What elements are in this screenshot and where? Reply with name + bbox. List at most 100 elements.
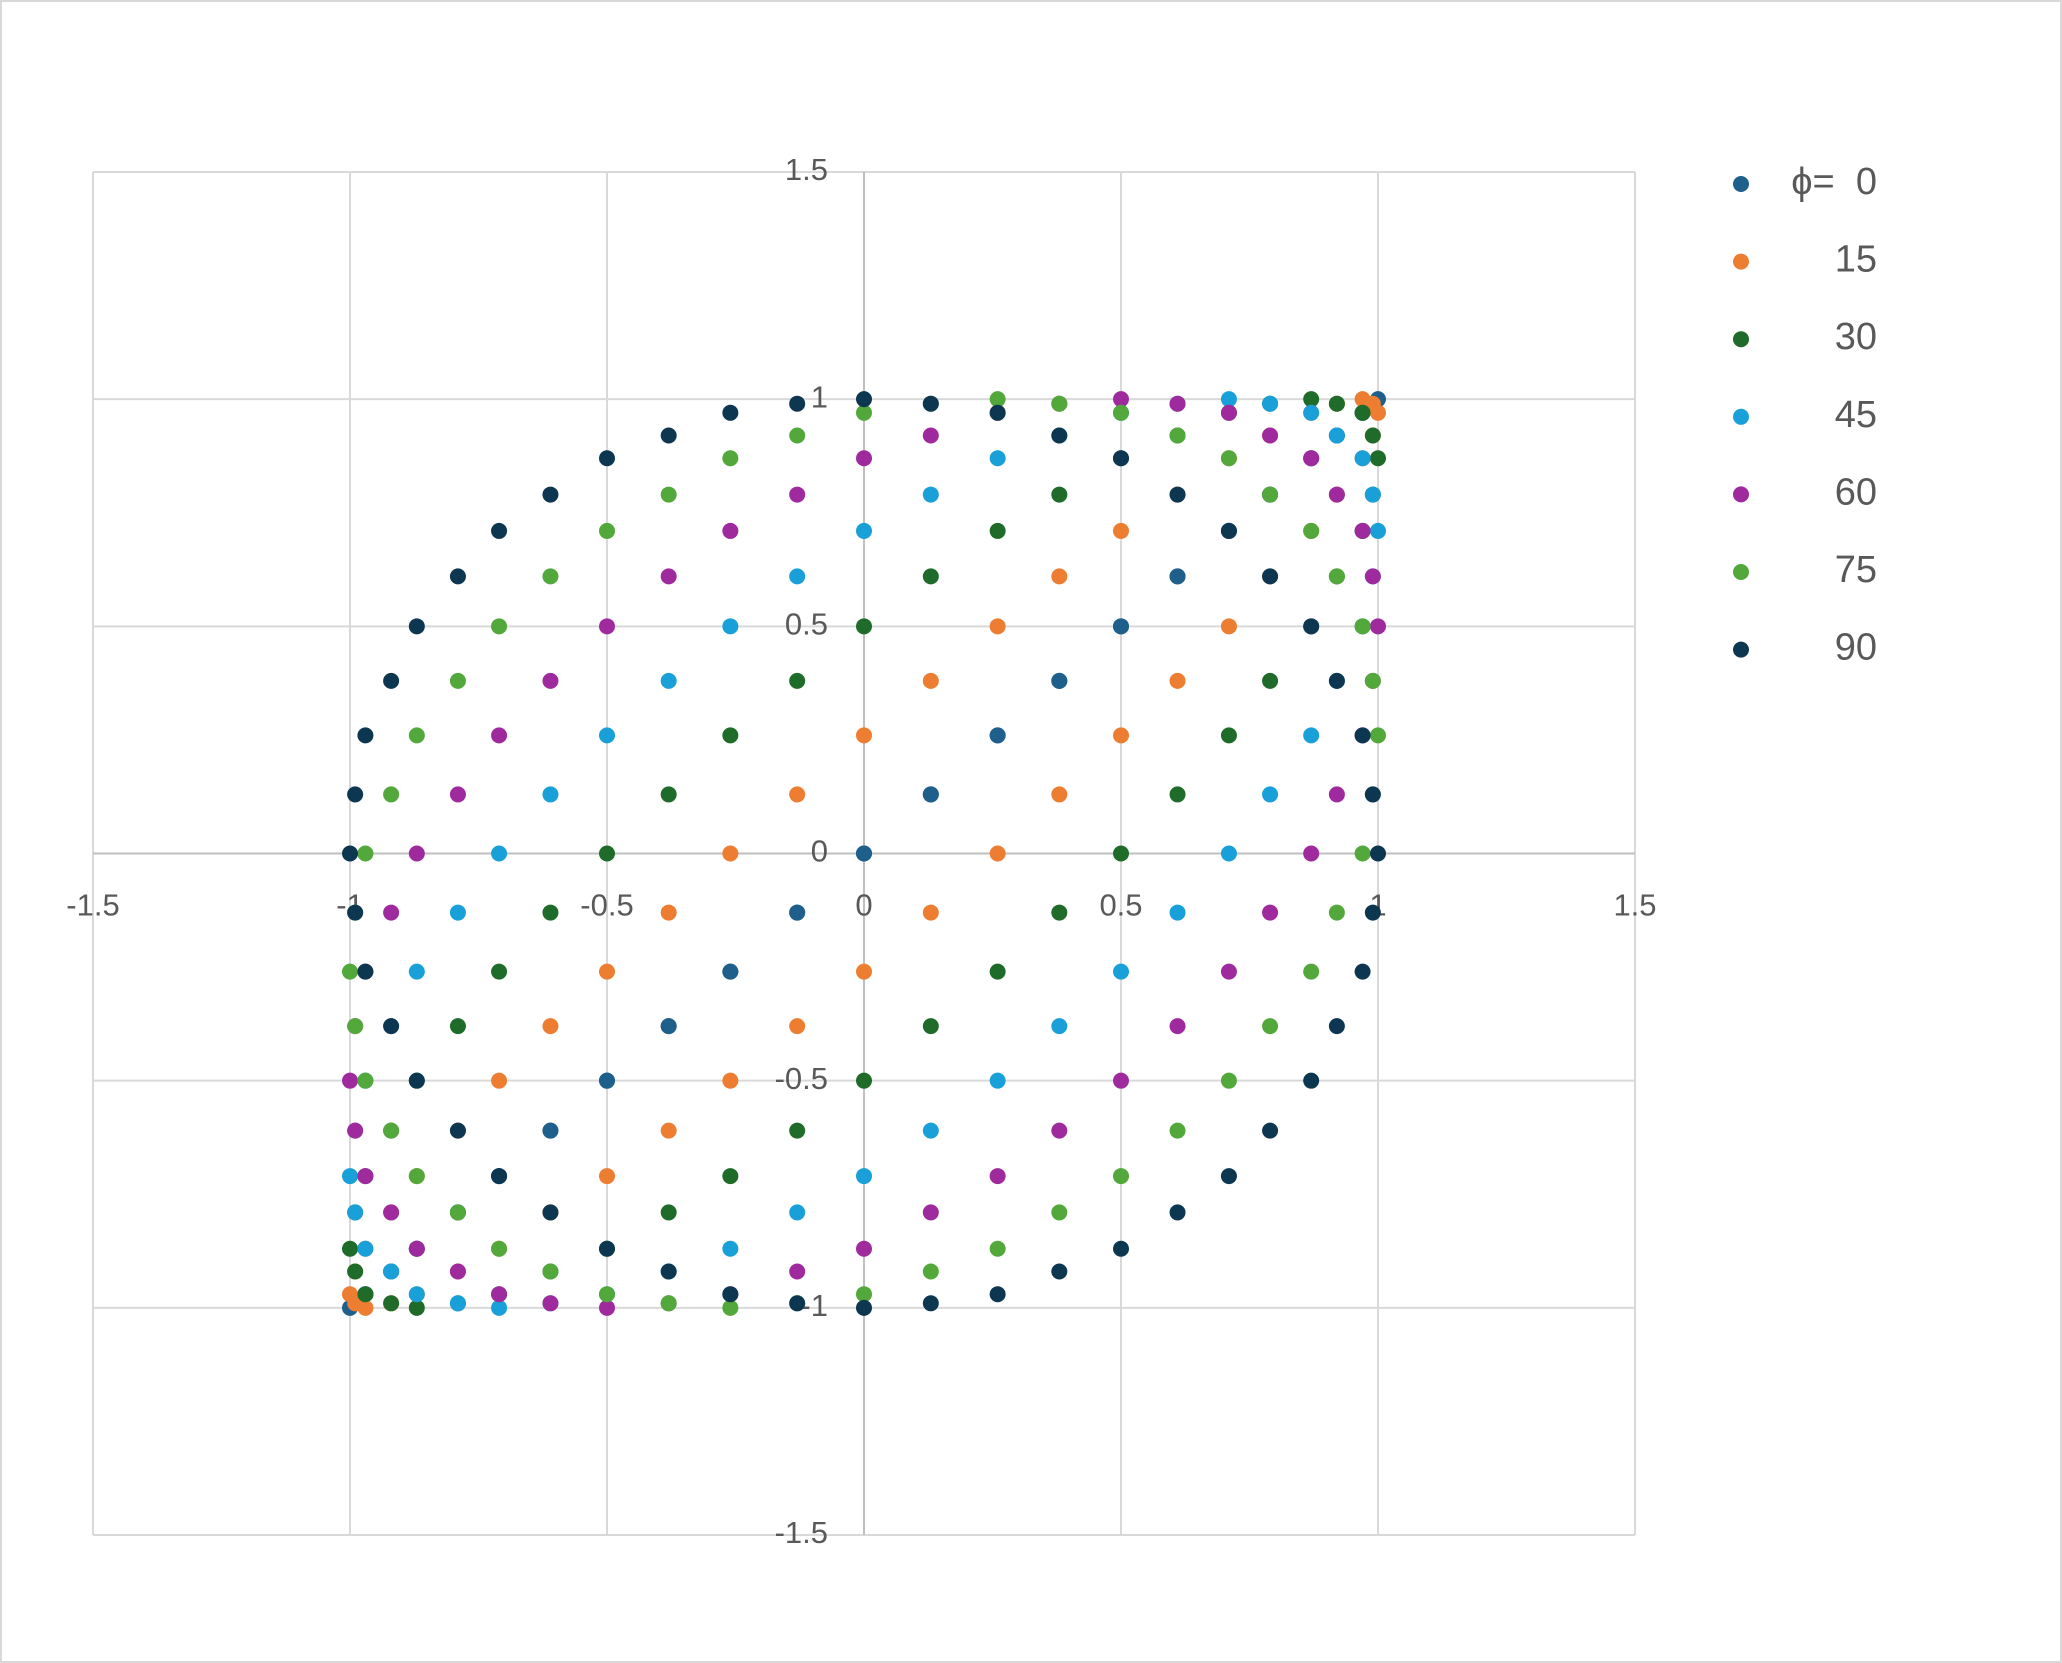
data-point — [722, 1240, 739, 1257]
data-point — [1303, 963, 1320, 980]
data-point — [1169, 786, 1186, 803]
data-point — [989, 963, 1006, 980]
data-point — [922, 486, 939, 503]
data-point — [1370, 450, 1386, 467]
data-point — [1354, 522, 1371, 539]
data-point — [491, 727, 508, 744]
data-point — [1328, 486, 1345, 503]
data-point — [491, 963, 508, 980]
data-point — [408, 727, 425, 744]
data-point — [1262, 1122, 1279, 1139]
data-point — [1220, 404, 1237, 421]
data-point — [1220, 618, 1237, 635]
data-point — [599, 1168, 615, 1185]
data-point — [1220, 963, 1237, 980]
data-point — [1354, 618, 1371, 635]
data-point — [922, 1295, 939, 1312]
data-point — [1370, 727, 1386, 744]
legend-marker — [1733, 408, 1749, 425]
data-point — [1303, 845, 1320, 862]
data-point — [1262, 427, 1279, 444]
data-point — [1328, 568, 1345, 585]
data-point — [660, 672, 677, 689]
data-point — [856, 727, 872, 744]
data-point — [542, 486, 559, 503]
legend-marker — [1733, 641, 1749, 658]
data-point — [449, 1122, 466, 1139]
data-point — [1262, 395, 1279, 412]
data-point — [357, 1072, 374, 1089]
data-point — [856, 1168, 872, 1185]
data-point — [789, 395, 806, 412]
data-point — [1364, 568, 1381, 585]
legend-label: 30 — [1835, 316, 1877, 358]
data-point — [383, 1263, 400, 1280]
data-point — [1262, 786, 1279, 803]
y-tick-label: 0.5 — [785, 607, 828, 642]
data-point — [1354, 727, 1371, 744]
data-point — [491, 1168, 508, 1185]
data-point — [449, 786, 466, 803]
data-point — [1364, 427, 1381, 444]
data-point — [722, 845, 739, 862]
data-point — [989, 727, 1006, 744]
data-point — [789, 486, 806, 503]
data-point — [491, 522, 508, 539]
data-point — [789, 786, 806, 803]
data-point — [722, 1168, 739, 1185]
data-point — [542, 1122, 559, 1139]
data-point — [408, 1299, 425, 1316]
data-point — [449, 568, 466, 585]
data-point — [449, 1263, 466, 1280]
data-point — [1303, 450, 1320, 467]
legend-label: 90 — [1835, 627, 1877, 669]
data-point — [660, 786, 677, 803]
data-point — [660, 568, 677, 585]
data-point — [599, 963, 615, 980]
data-point — [1113, 450, 1129, 467]
legend-label: 60 — [1835, 471, 1877, 513]
data-point — [383, 672, 400, 689]
data-point — [1169, 904, 1186, 921]
data-point — [1113, 963, 1129, 980]
data-point — [383, 1204, 400, 1221]
data-point — [1051, 1263, 1068, 1280]
data-point — [1364, 486, 1381, 503]
data-point — [856, 1240, 872, 1257]
data-point — [789, 427, 806, 444]
data-point — [1113, 618, 1129, 635]
data-point — [1113, 522, 1129, 539]
data-point — [1262, 486, 1279, 503]
data-point — [449, 904, 466, 921]
data-point — [1169, 568, 1186, 585]
data-point — [1051, 1204, 1068, 1221]
data-point — [1051, 1122, 1068, 1139]
data-point — [1113, 727, 1129, 744]
data-point — [449, 672, 466, 689]
data-point — [491, 845, 508, 862]
data-point — [1169, 672, 1186, 689]
data-point — [599, 618, 615, 635]
data-point — [347, 1204, 364, 1221]
x-tick-label: 0.5 — [1099, 888, 1142, 923]
data-point — [491, 1240, 508, 1257]
data-point — [922, 904, 939, 921]
data-point — [722, 618, 739, 635]
data-point — [1370, 845, 1386, 862]
data-point — [922, 395, 939, 412]
data-point — [722, 1072, 739, 1089]
data-point — [491, 1072, 508, 1089]
data-point — [357, 845, 374, 862]
data-point — [383, 1122, 400, 1139]
data-point — [347, 904, 364, 921]
data-point — [1354, 845, 1371, 862]
data-point — [383, 904, 400, 921]
data-point — [1262, 672, 1279, 689]
data-point — [342, 1168, 358, 1185]
y-tick-label: -1 — [800, 1288, 828, 1323]
data-point — [856, 522, 872, 539]
data-point — [1051, 568, 1068, 585]
data-point — [856, 1072, 872, 1089]
data-point — [989, 450, 1006, 467]
data-point — [1113, 1072, 1129, 1089]
